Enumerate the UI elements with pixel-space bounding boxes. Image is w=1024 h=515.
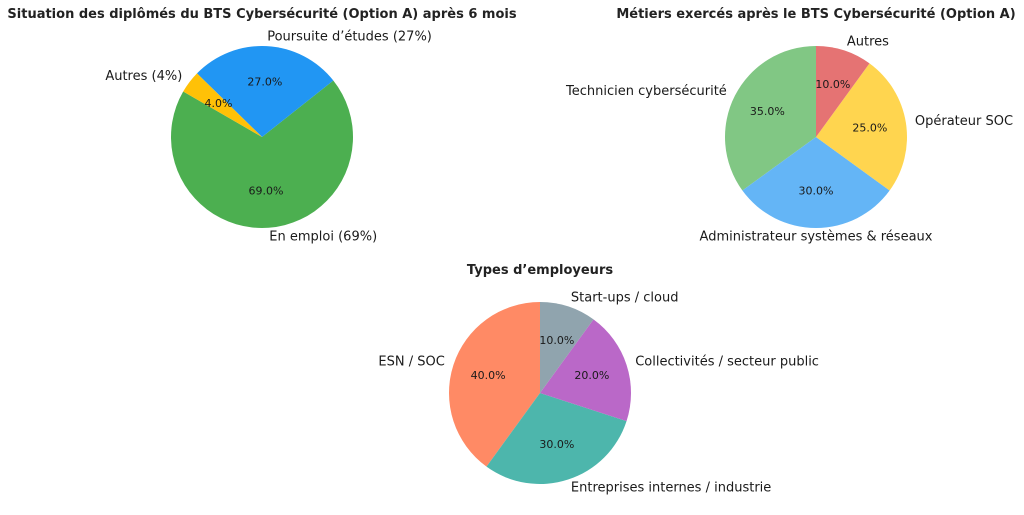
category-label-start-ups-cloud: Start-ups / cloud [571,290,679,305]
pie-slice-en-emploi-69 [170,80,353,228]
value-label-administrateur-systemes-reseaux: 30.0% [799,185,834,198]
category-label-entreprises-internes-industrie: Entreprises internes / industrie [571,481,771,496]
pie-slice-autres-4 [183,73,262,137]
category-label-poursuite-d-etudes-27: Poursuite d’études (27%) [267,30,432,45]
category-label-esn-soc: ESN / SOC [378,355,444,370]
value-label-esn-soc: 40.0% [471,369,506,382]
pie-slice-start-ups-cloud [540,302,594,393]
category-label-en-emploi-69: En emploi (69%) [269,229,377,244]
chart-employment-situation: Situation des diplômés du BTS Cybersécur… [7,7,516,244]
category-label-collectivites-secteur-public: Collectivités / secteur public [635,355,819,370]
category-label-technicien-cybersecurite: Technicien cybersécurité [565,84,727,99]
pie-slice-entreprises-internes-industrie [486,393,627,485]
pie-slice-administrateur-systemes-reseaux [742,137,890,229]
value-label-entreprises-internes-industrie: 30.0% [539,438,574,451]
pie-slice-autres [816,46,870,137]
value-label-technicien-cybersecurite: 35.0% [750,105,785,118]
pie-slice-esn-soc [448,302,540,467]
value-label-start-ups-cloud: 10.0% [539,334,574,347]
chart-title: Situation des diplômés du BTS Cybersécur… [7,7,516,22]
pie-slice-operateur-soc [816,63,908,191]
category-label-autres: Autres [847,34,889,49]
value-label-poursuite-d-etudes-27: 27.0% [247,76,282,89]
chart-title: Métiers exercés après le BTS Cybersécuri… [616,7,1015,22]
value-label-en-emploi-69: 69.0% [249,185,284,198]
value-label-autres: 10.0% [815,78,850,91]
pie-slice-technicien-cybersecurite [724,46,816,191]
value-label-collectivites-secteur-public: 20.0% [574,369,609,382]
category-label-autres-4: Autres (4%) [105,69,182,84]
pie-slice-poursuite-d-etudes-27 [196,45,334,137]
category-label-administrateur-systemes-reseaux: Administrateur systèmes & réseaux [700,230,933,245]
chart-title: Types d’employeurs [467,263,613,278]
value-label-operateur-soc: 25.0% [852,122,887,135]
pie-slice-collectivites-secteur-public [540,319,632,422]
category-label-operateur-soc: Opérateur SOC [915,114,1013,129]
chart-jobs: Métiers exercés après le BTS Cybersécuri… [565,7,1016,245]
value-label-autres-4: 4.0% [205,97,233,110]
chart-employer-types: Types d’employeurs 40.0% ESN / SOC 30.0% En… [378,263,819,496]
